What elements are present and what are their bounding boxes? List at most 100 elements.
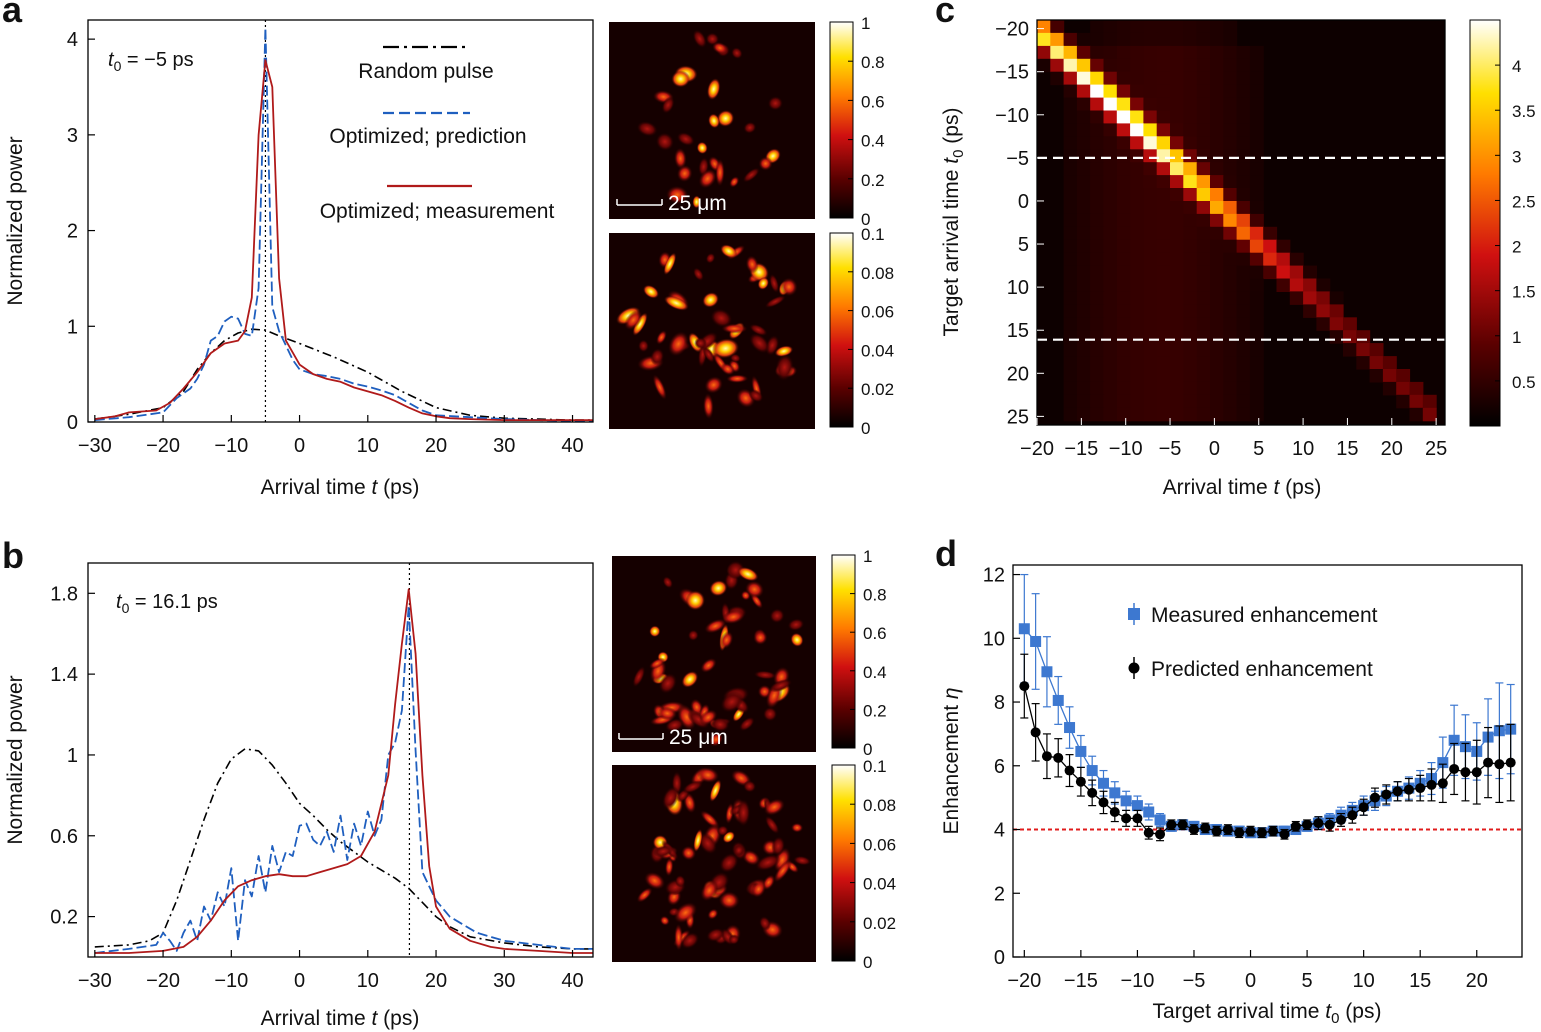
heatmap-cell — [1143, 239, 1158, 254]
heatmap-cell — [1210, 110, 1224, 124]
heatmap-cell — [1249, 136, 1264, 150]
panel-d-ytick-label: 10 — [983, 628, 1005, 650]
heatmap-cell — [1183, 381, 1198, 396]
heatmap-cell — [1303, 304, 1317, 318]
heatmap-cell — [1116, 252, 1131, 267]
heatmap-cell — [1276, 278, 1291, 292]
speckle-grain — [632, 666, 646, 688]
heatmap-cell — [1249, 252, 1264, 267]
heatmap-cell — [1210, 369, 1224, 383]
heatmap-cell — [1116, 369, 1131, 383]
heatmap-cell — [1116, 136, 1131, 150]
heatmap-cell — [1236, 136, 1251, 150]
panel-a-annotation: t0 = −5 ps — [108, 49, 194, 74]
heatmap-cell — [1210, 71, 1224, 86]
predicted-point — [1324, 819, 1335, 830]
heatmap-cell — [1236, 252, 1251, 267]
speckle-grain — [657, 706, 678, 721]
predicted-point — [1460, 767, 1471, 778]
speckle-grain — [719, 631, 734, 649]
speckle-grain — [710, 308, 733, 328]
panel-c-ytick-label: 20 — [1007, 363, 1029, 385]
panel-b-xtick-label: −10 — [214, 970, 248, 992]
predicted-point — [1471, 767, 1482, 778]
heatmap-cell — [1223, 356, 1238, 370]
panel-b-xtick-label: −30 — [78, 970, 112, 992]
heatmap-cell — [1143, 407, 1158, 422]
predicted-point — [1019, 681, 1030, 692]
speckle-grain — [769, 608, 785, 624]
heatmap-cell — [1249, 304, 1264, 318]
heatmap-cell — [1196, 213, 1211, 228]
heatmap-cell — [1063, 369, 1078, 383]
heatmap-cell — [1116, 175, 1131, 189]
panel-c-xtick-label: −5 — [1159, 438, 1182, 460]
panel-c-xtick-label: 10 — [1292, 438, 1314, 460]
heatmap-cell — [1210, 278, 1224, 292]
speckle-grain — [642, 284, 660, 299]
heatmap-cell — [1130, 291, 1144, 305]
heatmap-cell — [1156, 407, 1171, 422]
heatmap-cell — [1170, 239, 1184, 254]
predicted-point — [1302, 819, 1313, 830]
speckle-grain — [663, 295, 689, 311]
panel-d-frame — [1012, 564, 1523, 958]
heatmap-cell — [1063, 356, 1078, 370]
colorbar-tick-label: 0.6 — [861, 92, 885, 111]
panel-c-xtick-label: 0 — [1209, 438, 1220, 460]
measured-point — [1018, 623, 1030, 635]
heatmap-cell — [1143, 71, 1158, 86]
heatmap-cell — [1170, 213, 1184, 228]
heatmap-cell — [1196, 317, 1211, 331]
predicted-point — [1256, 827, 1267, 838]
panel-b-ylabel: Normalized power — [4, 675, 27, 844]
heatmap-cell — [1143, 110, 1158, 124]
heatmap-cell — [1170, 110, 1184, 124]
panel-a-ytick-label: 2 — [67, 221, 78, 243]
predicted-point — [1268, 826, 1279, 837]
panel-d-ytick-label: 6 — [994, 756, 1005, 778]
heatmap-cell — [1156, 304, 1171, 318]
speckle-grain — [718, 891, 740, 910]
colorbar-a-top — [829, 21, 854, 219]
predicted-point — [1290, 821, 1301, 832]
predicted-point — [1132, 813, 1143, 824]
heatmap-cell — [1196, 381, 1211, 396]
heatmap-cell — [1103, 343, 1118, 357]
heatmap-cell — [1156, 201, 1171, 215]
speckle-grain — [751, 880, 766, 898]
heatmap-cell — [1276, 265, 1291, 280]
heatmap-cell — [1143, 201, 1158, 215]
measured-point — [1052, 694, 1064, 706]
predicted-point — [1279, 829, 1290, 840]
heatmap-cell — [1130, 58, 1144, 73]
speckle-grain — [780, 277, 798, 297]
panel-d-ytick-label: 2 — [994, 883, 1005, 905]
speckle-grain — [673, 147, 687, 170]
panel-c-ytick-label: −5 — [1006, 148, 1029, 170]
heatmap-cell — [1303, 291, 1317, 305]
heatmap-cell — [1130, 278, 1144, 292]
heatmap-cell — [1076, 330, 1091, 344]
predicted-point — [1245, 826, 1256, 837]
speckle-grain — [665, 718, 685, 732]
heatmap-cell — [1236, 265, 1251, 280]
speckle-pattern — [615, 244, 798, 420]
heatmap-cell — [1249, 239, 1264, 254]
speckle-grain — [671, 70, 691, 88]
panel-c-colorbar-tick-label: 2 — [1512, 238, 1521, 257]
heatmap-cell — [1263, 239, 1278, 254]
heatmap-cell — [1210, 20, 1224, 34]
measured-point — [1041, 666, 1053, 678]
heatmap-cell — [1210, 356, 1224, 370]
heatmap-cell — [1116, 226, 1131, 241]
heatmap-cell — [1143, 278, 1158, 292]
heatmap-cell — [1143, 188, 1158, 202]
heatmap-cell — [1223, 407, 1238, 422]
panel-a-ytick-label: 3 — [67, 125, 78, 147]
colorbar-tick-label: 0.06 — [861, 303, 894, 322]
colorbar-tick-label: 0.6 — [863, 624, 887, 643]
speckle-grain — [764, 815, 780, 835]
heatmap-cell — [1236, 123, 1251, 137]
heatmap-cell — [1236, 239, 1251, 254]
